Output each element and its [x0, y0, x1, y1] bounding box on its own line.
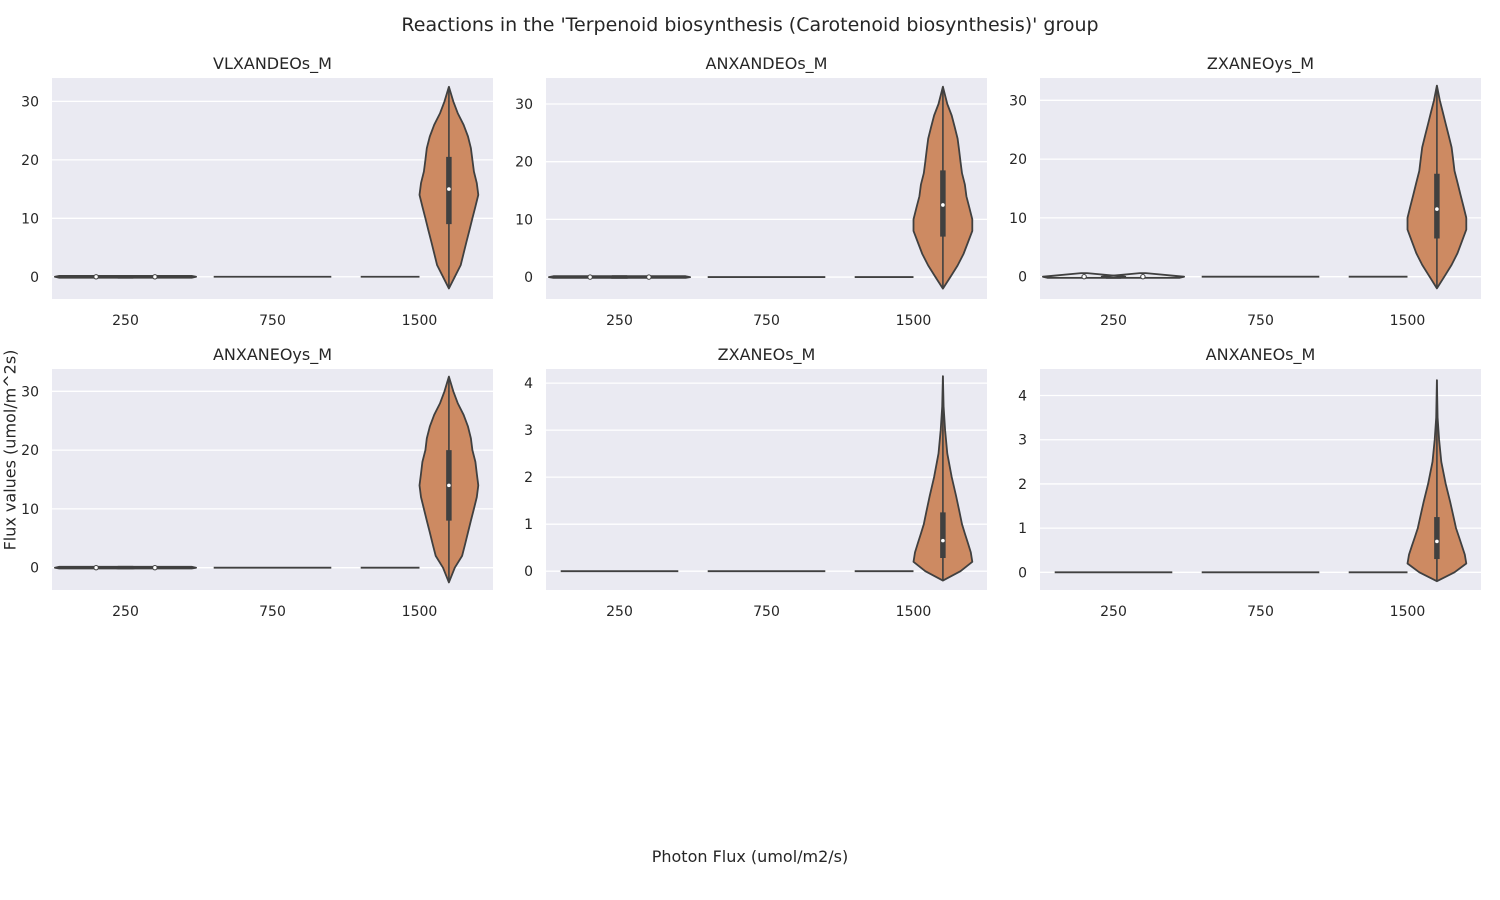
y-tick-label: 10 — [515, 212, 533, 228]
x-tick-label: 250 — [606, 604, 633, 620]
x-tick-label: 250 — [112, 604, 139, 620]
y-tick-label: 4 — [1018, 389, 1027, 405]
y-tick-label: 20 — [21, 443, 39, 459]
subplot-2: 0 10 20 30 250 750 1500 ANXANDEOs_M — [515, 54, 987, 329]
y-tick-label: 1 — [1018, 521, 1027, 537]
subplot-title: ZXANEOys_M — [1207, 54, 1314, 74]
x-tick-label: 250 — [112, 313, 139, 329]
x-tick-label: 750 — [753, 313, 780, 329]
violin-median-point — [93, 274, 99, 280]
subplot-3: 0 10 20 30 250 750 1500 ZXANEOys_M — [1009, 54, 1481, 329]
violin-median-point — [1140, 273, 1146, 280]
y-tick-label: 30 — [21, 384, 39, 400]
violin-median-point — [447, 483, 451, 488]
y-tick-label: 0 — [1018, 270, 1027, 286]
subplot-title: ANXANEOs_M — [1206, 345, 1316, 365]
x-tick-label: 750 — [259, 313, 286, 329]
violin-median-point — [152, 274, 158, 280]
x-tick-label: 250 — [1100, 604, 1127, 620]
x-tick-label: 1500 — [402, 604, 438, 620]
figure-title: Reactions in the 'Terpenoid biosynthesis… — [401, 14, 1099, 36]
subplot-6: 0 1 2 3 4 250 750 1500 ANXANEOs_M — [1018, 345, 1481, 620]
violin — [1100, 272, 1185, 279]
violin — [112, 565, 197, 570]
x-tick-label: 750 — [1247, 604, 1274, 620]
y-tick-label: 10 — [1009, 211, 1027, 227]
plot-background — [546, 78, 987, 299]
y-tick-label: 0 — [524, 270, 533, 286]
violin-median-point — [941, 538, 945, 543]
violin-median-point — [1435, 207, 1439, 211]
violin-median-point — [1435, 539, 1439, 544]
y-tick-label: 0 — [524, 564, 533, 580]
y-tick-label: 0 — [1018, 565, 1027, 581]
y-tick-label: 20 — [515, 155, 533, 171]
violin — [112, 275, 197, 279]
violin-median-point — [152, 564, 158, 571]
y-tick-label: 4 — [524, 376, 533, 392]
plot-background — [1040, 78, 1481, 299]
subplot-4: 0 10 20 30 250 750 1500 ANXANEOys_M — [21, 345, 493, 620]
violin-median-point — [93, 564, 99, 571]
subplot-1: 0 10 20 30 250 750 1500 VLXANDEOs_M — [21, 54, 493, 329]
y-tick-label: 3 — [1018, 433, 1027, 449]
x-tick-label: 1500 — [1390, 313, 1426, 329]
x-tick-label: 750 — [1247, 313, 1274, 329]
subplot-title: ZXANEOs_M — [718, 345, 816, 365]
y-tick-label: 20 — [1009, 152, 1027, 168]
y-tick-label: 10 — [21, 211, 39, 227]
subplot-title: ANXANDEOs_M — [706, 54, 828, 74]
x-tick-label: 1500 — [402, 313, 438, 329]
x-tick-label: 250 — [606, 313, 633, 329]
subplot-title: ANXANEOys_M — [213, 345, 332, 365]
violin-median-point — [1081, 273, 1087, 280]
violin-median-point — [587, 274, 593, 280]
y-tick-label: 0 — [30, 270, 39, 286]
x-tick-label: 750 — [259, 604, 286, 620]
violin — [606, 275, 691, 279]
y-tick-label: 2 — [524, 470, 533, 486]
y-tick-label: 10 — [21, 502, 39, 518]
y-tick-label: 30 — [1009, 93, 1027, 109]
violin-median-point — [447, 187, 451, 191]
y-tick-label: 30 — [21, 94, 39, 110]
y-tick-label: 30 — [515, 97, 533, 113]
x-axis-label: Photon Flux (umol/m2/s) — [651, 847, 849, 866]
y-tick-label: 1 — [524, 517, 533, 533]
plot-background — [1040, 369, 1481, 590]
subplot-5: 0 1 2 3 4 250 750 1500 ZXANEOs_M — [524, 345, 987, 620]
x-tick-label: 1500 — [1390, 604, 1426, 620]
x-tick-label: 1500 — [896, 313, 932, 329]
subplot-title: VLXANDEOs_M — [213, 54, 332, 74]
violin-median-point — [941, 203, 945, 207]
violin — [1042, 272, 1127, 279]
y-tick-label: 3 — [524, 423, 533, 439]
violin-median-point — [646, 274, 652, 280]
y-tick-label: 2 — [1018, 477, 1027, 493]
plot-background — [546, 369, 987, 590]
x-tick-label: 250 — [1100, 313, 1127, 329]
x-tick-label: 1500 — [896, 604, 932, 620]
x-tick-label: 750 — [753, 604, 780, 620]
y-tick-label: 20 — [21, 153, 39, 169]
y-tick-label: 0 — [30, 561, 39, 577]
